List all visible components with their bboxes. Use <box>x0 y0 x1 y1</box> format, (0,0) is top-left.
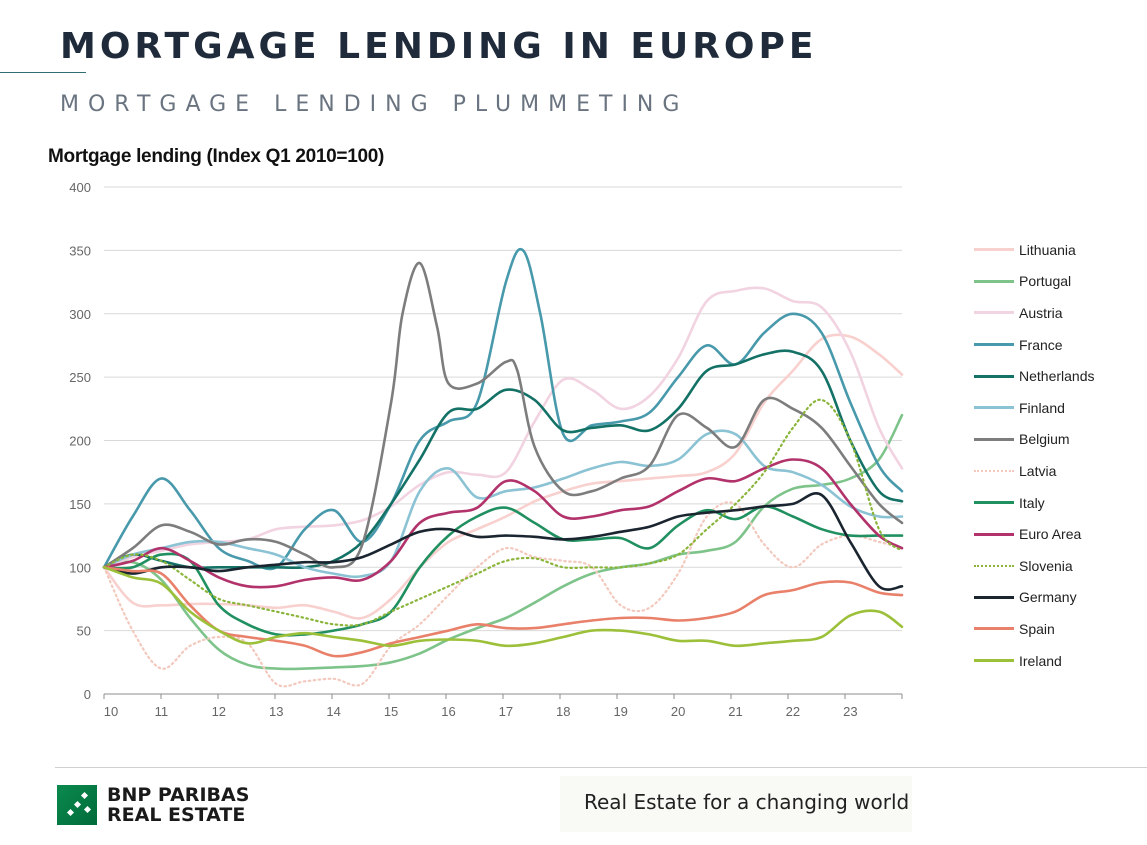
legend-item-belgium: Belgium <box>974 424 1095 456</box>
series-line-ireland <box>102 566 904 648</box>
x-tick-label: 17 <box>499 704 513 719</box>
legend-swatch <box>974 343 1014 347</box>
legend-swatch <box>974 501 1014 505</box>
legend-label: France <box>1019 336 1063 353</box>
title-underline <box>0 72 86 73</box>
x-tick-label: 10 <box>104 704 118 719</box>
y-tick-label: 350 <box>69 243 91 258</box>
legend-label: Italy <box>1019 494 1045 511</box>
legend-item-spain: Spain <box>974 613 1095 645</box>
legend-item-latvia: Latvia <box>974 455 1095 487</box>
legend-swatch <box>974 532 1014 536</box>
legend-swatch <box>974 659 1014 663</box>
legend-item-netherlands: Netherlands <box>974 360 1095 392</box>
tagline-panel <box>560 776 912 832</box>
legend-swatch <box>974 437 1014 441</box>
legend-item-portugal: Portugal <box>974 266 1095 298</box>
legend-swatch <box>974 248 1014 252</box>
y-tick-label: 250 <box>69 370 91 385</box>
page-title: MORTGAGE LENDING IN EUROPE <box>60 26 818 67</box>
chart-legend: Lithuania Portugal Austria France Netherland… <box>974 234 1095 676</box>
legend-swatch <box>974 374 1014 378</box>
x-tick-label: 14 <box>326 704 340 719</box>
legend-swatch <box>974 311 1014 315</box>
legend-swatch <box>974 469 1014 472</box>
footer-divider <box>55 767 1147 768</box>
legend-label: Portugal <box>1019 273 1072 290</box>
legend-label: Netherlands <box>1019 368 1095 385</box>
series-line-latvia <box>102 501 904 688</box>
series-line-germany <box>102 492 904 591</box>
legend-label: Latvia <box>1019 462 1057 479</box>
brand-tagline: Real Estate for a changing world <box>584 790 910 814</box>
x-tick-label: 12 <box>212 704 226 719</box>
x-tick-label: 19 <box>613 704 627 719</box>
legend-swatch <box>974 279 1014 283</box>
legend-swatch <box>974 595 1014 599</box>
legend-item-germany: Germany <box>974 582 1095 614</box>
legend-label: Germany <box>1019 589 1077 606</box>
legend-item-france: France <box>974 329 1095 361</box>
x-tick-label: 22 <box>786 704 800 719</box>
legend-label: Lithuania <box>1019 241 1076 258</box>
x-tick-label: 21 <box>728 704 742 719</box>
legend-item-finland: Finland <box>974 392 1095 424</box>
legend-label: Ireland <box>1019 652 1062 669</box>
legend-item-ireland: Ireland <box>974 645 1095 677</box>
series-line-austria <box>102 286 904 569</box>
x-tick-label: 18 <box>556 704 570 719</box>
legend-label: Euro Area <box>1019 526 1082 543</box>
legend-label: Finland <box>1019 399 1065 416</box>
brand-name-line1: BNP PARIBAS <box>107 784 250 806</box>
series-line-euro-area <box>102 458 904 589</box>
y-tick-label: 300 <box>69 307 91 322</box>
legend-item-austria: Austria <box>974 297 1095 329</box>
series-line-portugal <box>102 413 904 671</box>
legend-swatch <box>974 564 1014 567</box>
y-tick-label: 150 <box>69 497 91 512</box>
x-tick-label: 15 <box>384 704 398 719</box>
x-tick-label: 16 <box>441 704 455 719</box>
legend-item-euro-area: Euro Area <box>974 518 1095 550</box>
series-line-spain <box>102 566 904 658</box>
line-chart: 0 50 100 150 200 250 300 350 400 10 11 12 13 14 15 16 17… <box>69 180 904 719</box>
series-line-slovenia <box>102 398 904 627</box>
x-tick-label: 23 <box>843 704 857 719</box>
y-tick-label: 0 <box>84 687 91 702</box>
chart-title: Mortgage lending (Index Q1 2010=100) <box>48 146 385 167</box>
x-tick-label: 20 <box>671 704 685 719</box>
legend-label: Austria <box>1019 304 1063 321</box>
series-line-finland <box>102 429 904 579</box>
legend-item-slovenia: Slovenia <box>974 550 1095 582</box>
y-tick-label: 400 <box>69 180 91 195</box>
legend-label: Belgium <box>1019 431 1070 448</box>
legend-item-lithuania: Lithuania <box>974 234 1095 266</box>
brand-name-line2: REAL ESTATE <box>107 804 246 826</box>
stars-logo-icon <box>57 785 97 825</box>
x-tick-label: 11 <box>155 704 169 719</box>
page-subtitle: MORTGAGE LENDING PLUMMETING <box>60 92 689 117</box>
legend-label: Slovenia <box>1019 557 1073 574</box>
series-line-france <box>102 247 904 571</box>
y-tick-label: 50 <box>77 624 91 639</box>
legend-swatch <box>974 627 1014 631</box>
legend-label: Spain <box>1019 620 1055 637</box>
y-tick-label: 100 <box>69 560 91 575</box>
legend-item-italy: Italy <box>974 487 1095 519</box>
x-tick-label: 13 <box>269 704 283 719</box>
series-line-belgium <box>102 261 904 569</box>
brand-logo: BNP PARIBAS REAL ESTATE <box>57 785 249 825</box>
legend-swatch <box>974 406 1014 410</box>
y-tick-label: 200 <box>69 434 91 449</box>
series-line-italy <box>102 505 904 637</box>
